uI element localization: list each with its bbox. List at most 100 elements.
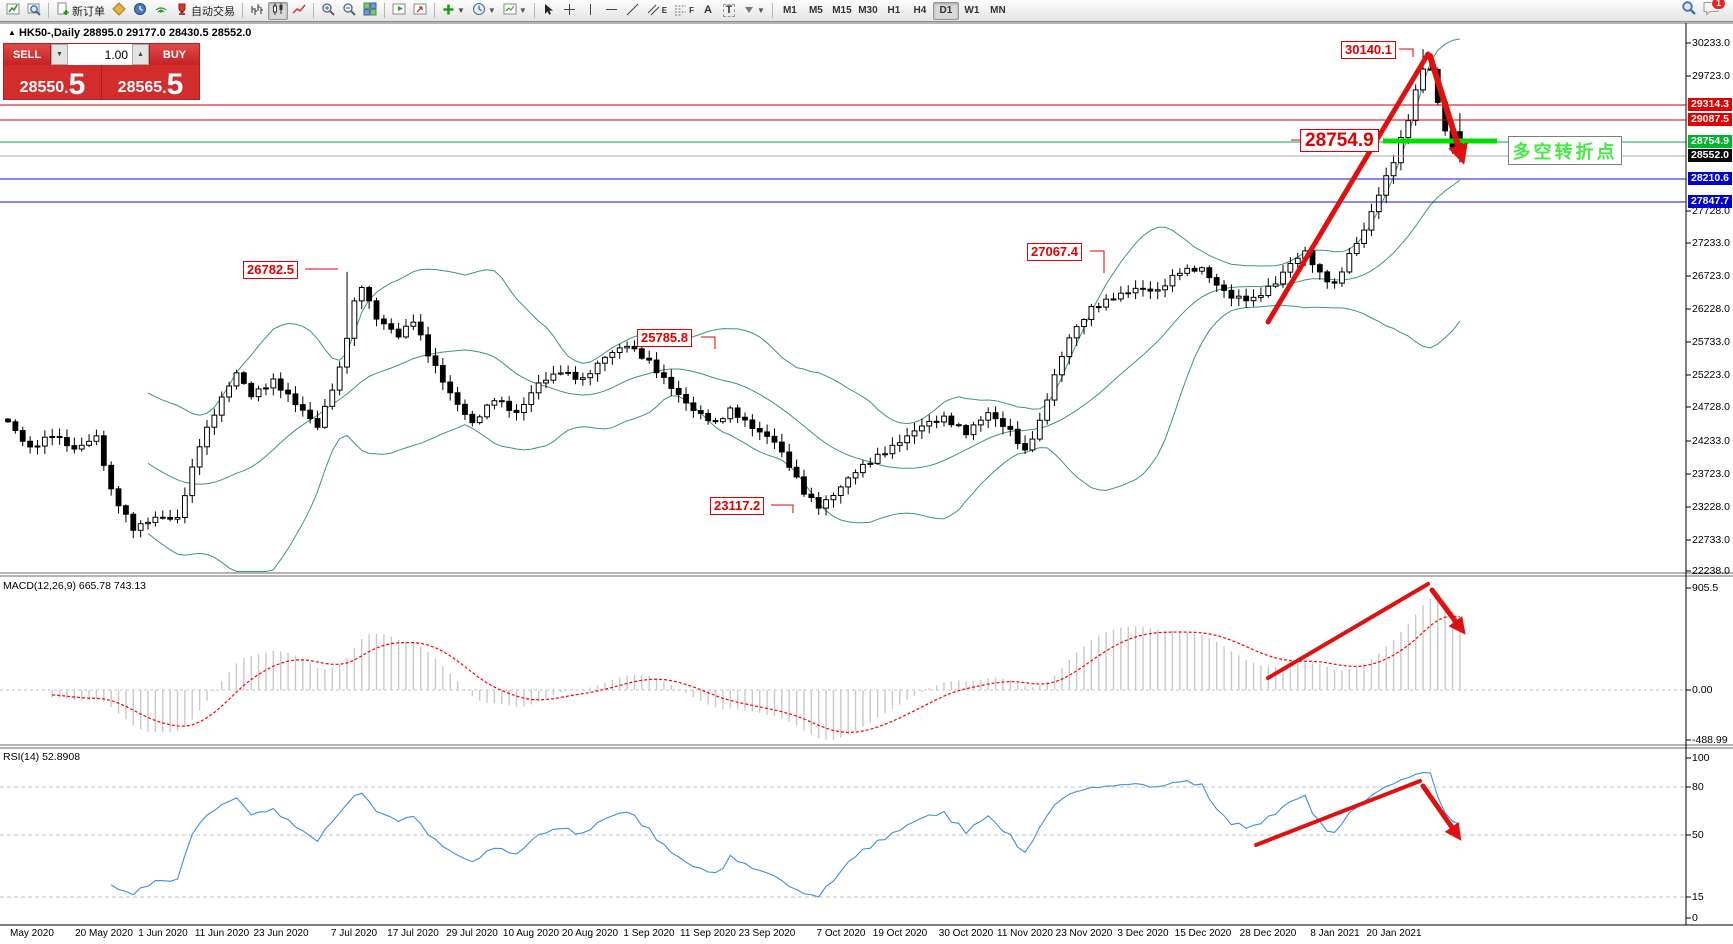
autotrading-button[interactable]: 自动交易 — [172, 2, 238, 20]
fibonacci-icon — [674, 3, 687, 19]
date-label: 7 Oct 2020 — [816, 928, 866, 939]
date-label: 1 Sep 2020 — [623, 928, 675, 939]
fibo-label: F — [689, 5, 694, 15]
symbol-period: HK50-,Daily — [18, 27, 81, 39]
axis-tick-label: 27728.0 — [1692, 205, 1730, 217]
text-button[interactable]: A — [698, 2, 718, 20]
signals-button[interactable] — [151, 2, 171, 20]
price-annotation[interactable]: 23117.2 — [710, 497, 765, 515]
navigator-button[interactable] — [109, 2, 129, 20]
pivot-note-box[interactable]: 多空转折点 — [1508, 136, 1622, 165]
search-icon[interactable] — [1681, 0, 1697, 21]
dropdown-caret-icon: ▼ — [487, 5, 496, 15]
candlestick-chart-button[interactable] — [268, 1, 288, 20]
bid-price[interactable]: 28550. 5 — [4, 65, 102, 100]
timeframe-H1[interactable]: H1 — [887, 5, 901, 16]
rsi-label: RSI(14) 52.8908 — [3, 751, 81, 763]
volume-down-button[interactable]: ▼ — [51, 44, 68, 65]
zoom-in-icon — [321, 2, 335, 19]
line-chart-icon — [292, 2, 306, 19]
auto-arrange-button[interactable] — [389, 2, 409, 20]
axis-tick-label: 22733.0 — [1692, 534, 1730, 546]
timeframe-M30[interactable]: M30 — [858, 5, 878, 16]
date-label: 20 Jan 2021 — [1366, 928, 1422, 939]
timeframe-MN[interactable]: MN — [990, 5, 1006, 16]
timeframe-H4[interactable]: H4 — [913, 5, 927, 16]
bid-dot: . — [64, 80, 69, 97]
horizontal-line-button[interactable] — [602, 2, 622, 20]
periods-button[interactable]: ▼ — [469, 2, 499, 20]
bid-frac: 5 — [68, 68, 86, 101]
new-chart-button[interactable] — [3, 2, 23, 20]
zoom-in-button[interactable] — [318, 2, 338, 20]
zoom-out-button[interactable] — [339, 2, 359, 20]
text-icon: A — [704, 4, 712, 16]
market-watch-button[interactable] — [130, 2, 150, 20]
macd-label: MACD(12,26,9) 665.78 743.13 — [3, 580, 147, 592]
buy-button[interactable]: BUY — [149, 44, 199, 65]
timeframe-M1[interactable]: M1 — [782, 5, 797, 16]
ask-price[interactable]: 28565. 5 — [102, 65, 199, 100]
label-button[interactable]: T — [719, 2, 739, 20]
one-click-trading-panel: SELL ▼ 1.00 ▲ BUY 28550. 5 28565. 5 — [3, 43, 200, 100]
timeframe-D1[interactable]: D1 — [932, 1, 959, 20]
timeframe-W1[interactable]: W1 — [964, 5, 980, 16]
chart-canvas[interactable] — [0, 22, 1733, 944]
line-chart-button[interactable] — [289, 2, 309, 20]
chart-title: ▲ HK50-,Daily 28895.0 29177.0 28430.5 28… — [8, 27, 251, 39]
tile-windows-icon — [363, 2, 377, 19]
toolbar-separator — [384, 3, 385, 18]
chart-shift-icon — [413, 2, 427, 19]
price-annotation[interactable]: 28754.9 — [1300, 129, 1379, 152]
timeframe-M15[interactable]: M15 — [832, 5, 852, 16]
templates-button[interactable]: ▼ — [500, 2, 530, 20]
price-annotation[interactable]: 27067.4 — [1027, 243, 1082, 261]
chart-window[interactable]: ▲ HK50-,Daily 28895.0 29177.0 28430.5 28… — [0, 22, 1733, 944]
axis-tick-label: 25733.0 — [1692, 336, 1730, 348]
indicators-button[interactable]: ▼ — [439, 2, 468, 20]
dropdown-caret-icon: ▼ — [518, 5, 527, 15]
auto-arrange-icon — [392, 2, 406, 19]
date-label: 11 Sep 2020 — [680, 928, 736, 939]
axis-tick-label: 0 — [1692, 912, 1698, 924]
date-label: 1 Jun 2020 — [138, 928, 188, 939]
label-icon: T — [722, 4, 736, 17]
date-label: 15 Dec 2020 — [1174, 928, 1232, 939]
vertical-line-button[interactable] — [581, 2, 601, 20]
fibonacci-button[interactable]: F — [671, 2, 697, 20]
volume-input[interactable]: 1.00 — [68, 44, 132, 65]
axis-tick-label: 23228.0 — [1692, 501, 1730, 513]
cursor-button[interactable] — [539, 2, 559, 20]
profiles-button[interactable] — [24, 2, 44, 20]
toolbar-separator — [313, 3, 314, 18]
collapse-arrow-icon[interactable]: ▲ — [8, 28, 16, 37]
bar-chart-button[interactable] — [247, 2, 267, 20]
templates-icon — [503, 2, 517, 19]
equidistant-channel-button[interactable]: E — [644, 2, 670, 20]
notifications-button[interactable]: 1 — [1703, 0, 1726, 21]
profiles-icon — [27, 2, 41, 19]
new-chart-icon — [6, 2, 20, 19]
tile-windows-button[interactable] — [360, 2, 380, 20]
price-annotation[interactable]: 26782.5 — [243, 261, 298, 279]
dropdown-caret-icon: ▼ — [457, 5, 465, 15]
date-label: 23 Jun 2020 — [253, 928, 309, 939]
volume-up-button[interactable]: ▲ — [132, 44, 149, 65]
price-annotation[interactable]: 25785.8 — [637, 329, 692, 347]
axis-tick-label: 27233.0 — [1692, 237, 1730, 249]
timeframe-M5[interactable]: M5 — [808, 5, 823, 16]
crosshair-button[interactable] — [560, 2, 580, 20]
price-annotation[interactable]: 30140.1 — [1341, 41, 1396, 59]
sell-button[interactable]: SELL — [4, 44, 51, 65]
toolbar-separator — [48, 3, 49, 18]
date-label: 23 Nov 2020 — [1055, 928, 1113, 939]
price-badge: 28210.6 — [1688, 172, 1732, 185]
new-order-button[interactable]: 新订单 — [53, 2, 108, 20]
crosshair-icon — [563, 3, 576, 19]
date-label: 20 May 2020 — [75, 928, 133, 939]
timeframe-group: M1 M5 M15 M30 H1 H4 D1 W1 MN — [777, 1, 1011, 20]
price-badge: 28552.0 — [1688, 149, 1732, 162]
chart-shift-button[interactable] — [410, 2, 430, 20]
trendline-button[interactable] — [623, 2, 643, 20]
shapes-button[interactable]: ▼ — [740, 2, 768, 20]
